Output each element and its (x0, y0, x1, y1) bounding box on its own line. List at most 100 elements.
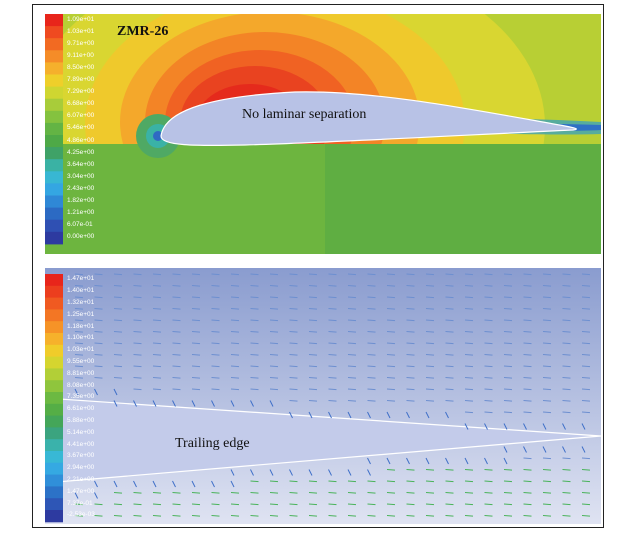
velocity-vector (542, 285, 552, 287)
velocity-vector (581, 480, 591, 483)
velocity-vectors (74, 273, 591, 517)
velocity-vector (542, 342, 552, 345)
velocity-vector (133, 319, 142, 322)
velocity-vector (542, 308, 552, 310)
legend-swatch (45, 392, 63, 405)
legend-swatch (45, 474, 63, 487)
velocity-vector (542, 388, 552, 391)
velocity-vector (250, 331, 259, 333)
velocity-vector (347, 319, 357, 322)
velocity-vector (367, 515, 376, 517)
velocity-vector (503, 354, 513, 356)
velocity-vector (562, 515, 571, 517)
velocity-vector (250, 342, 259, 345)
velocity-vector (464, 503, 474, 506)
legend-value: 4.86e+00 (67, 136, 95, 144)
velocity-vector (211, 296, 220, 299)
velocity-vector (289, 308, 298, 310)
velocity-vector (542, 469, 552, 471)
velocity-vector (367, 296, 376, 299)
velocity-vector (406, 377, 415, 379)
velocity-vector (425, 354, 435, 356)
legend-swatch (45, 451, 63, 464)
velocity-vector (523, 365, 532, 368)
velocity-vector (425, 365, 435, 368)
velocity-vector (152, 365, 162, 368)
velocity-vector (191, 285, 201, 287)
velocity-vector (113, 354, 123, 356)
velocity-vector (94, 480, 98, 488)
trailing-edge-note: Trailing edge (175, 436, 250, 451)
legend-value: 1.40e+01 (67, 287, 95, 295)
velocity-vector (308, 296, 318, 299)
velocity-vector (464, 480, 474, 483)
velocity-vector (172, 354, 181, 356)
vector-plot (45, 268, 601, 524)
velocity-vector (445, 377, 454, 379)
velocity-vector (74, 296, 84, 299)
legend-value: 7.35e+00 (67, 393, 95, 401)
velocity-vector (484, 331, 493, 333)
velocity-vector (74, 365, 84, 368)
velocity-vector (74, 308, 84, 310)
velocity-vector (152, 515, 162, 517)
velocity-vector (133, 285, 142, 287)
legend-swatch (45, 135, 63, 148)
velocity-vector (562, 388, 571, 391)
velocity-vector (581, 457, 591, 460)
velocity-vector (152, 308, 162, 310)
velocity-vector (230, 342, 240, 345)
laminar-separation-note: No laminar separation (242, 107, 367, 122)
velocity-vector (269, 365, 279, 368)
velocity-vector (581, 331, 591, 333)
legend-swatch (45, 38, 63, 51)
velocity-vector (367, 492, 376, 494)
velocity-vector (133, 377, 142, 379)
legend-value: 3.64e+00 (67, 160, 95, 168)
velocity-vector (503, 457, 508, 465)
velocity-vector (406, 331, 415, 333)
velocity-vector (230, 377, 240, 379)
velocity-vector (367, 354, 376, 356)
velocity-vector (328, 377, 337, 379)
velocity-vector (464, 331, 474, 333)
velocity-vector (133, 480, 137, 488)
velocity-vector (523, 377, 532, 379)
velocity-vector (523, 423, 527, 430)
velocity-vector (152, 388, 162, 391)
velocity-vector (503, 331, 513, 333)
velocity-vector (172, 377, 181, 379)
velocity-vector (289, 331, 298, 333)
velocity-vector (562, 273, 571, 276)
legend-swatch (45, 110, 63, 124)
velocity-vector (503, 480, 513, 483)
velocity-vector (386, 377, 396, 379)
velocity-vector (289, 469, 293, 476)
velocity-vector (581, 492, 591, 494)
velocity-vector (367, 331, 376, 333)
velocity-vector (191, 400, 196, 407)
velocity-vector (445, 308, 454, 310)
velocity-vector (308, 492, 318, 494)
velocity-vector (328, 365, 337, 368)
velocity-vector (211, 503, 220, 506)
velocity-vector (523, 446, 527, 453)
velocity-vector (503, 365, 513, 368)
velocity-vector (406, 469, 415, 471)
legend-swatch (45, 274, 63, 287)
velocity-vector (269, 331, 279, 333)
velocity-vector (367, 457, 371, 465)
legend-swatch (45, 171, 63, 184)
legend-value: 7.29e+00 (67, 88, 95, 96)
velocity-vector (250, 480, 259, 483)
velocity-vector (152, 480, 157, 488)
velocity-vector (94, 354, 103, 356)
velocity-vector (464, 365, 474, 368)
velocity-vector (523, 469, 532, 471)
velocity-vector (523, 388, 532, 391)
velocity-vector (250, 515, 259, 517)
legend-swatch (45, 321, 63, 334)
velocity-vector (484, 423, 488, 430)
legend-value: 1.32e+01 (67, 299, 95, 306)
velocity-vector (191, 365, 201, 368)
